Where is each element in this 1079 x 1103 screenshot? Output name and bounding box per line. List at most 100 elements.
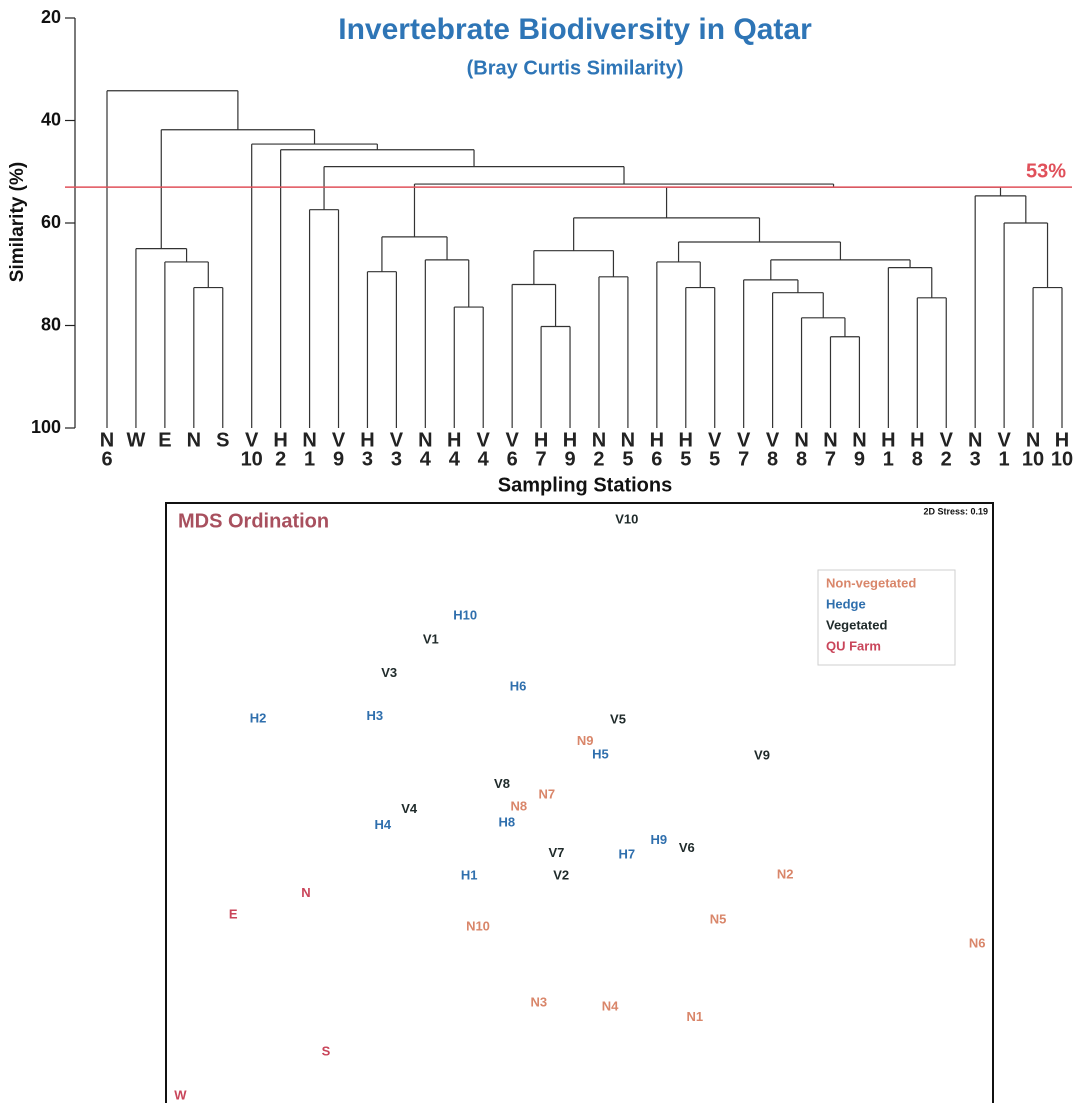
x-tick-label: W xyxy=(126,429,145,451)
plot-frame xyxy=(165,502,994,1103)
point-label: N6 xyxy=(969,935,986,950)
x-tick-label: 8 xyxy=(767,448,778,470)
point-label: H1 xyxy=(461,867,478,882)
x-tick-label: 5 xyxy=(709,448,720,470)
point-label: V10 xyxy=(615,511,638,526)
y-tick-label: 100 xyxy=(31,417,61,437)
point-label: V2 xyxy=(553,867,569,882)
legend-entry: Vegetated xyxy=(826,617,887,632)
x-tick-label: V xyxy=(245,429,259,451)
x-tick-label: 7 xyxy=(536,448,547,470)
x-tick-label: 3 xyxy=(970,448,981,470)
x-tick-label: 10 xyxy=(1051,448,1073,470)
y-tick-label: 40 xyxy=(41,109,61,129)
x-tick-label: 9 xyxy=(333,448,344,470)
x-tick-label: 6 xyxy=(651,448,662,470)
point-label: V8 xyxy=(494,776,510,791)
x-tick-label: 1 xyxy=(883,448,894,470)
x-tick-label: H xyxy=(534,429,548,451)
x-tick-label: 9 xyxy=(564,448,575,470)
point-label: N1 xyxy=(686,1009,703,1024)
x-tick-label: H xyxy=(563,429,577,451)
legend-entry: Hedge xyxy=(826,596,866,611)
x-tick-label: N xyxy=(968,429,982,451)
x-tick-label: V xyxy=(390,429,404,451)
x-tick-label: 7 xyxy=(825,448,836,470)
x-tick-label: 4 xyxy=(478,448,490,470)
x-tick-label: N xyxy=(100,429,114,451)
legend-entry: QU Farm xyxy=(826,638,881,653)
x-tick-label: 3 xyxy=(362,448,373,470)
point-label: N2 xyxy=(777,867,794,882)
point-label: H9 xyxy=(650,832,667,847)
x-tick-label: 10 xyxy=(1022,448,1044,470)
x-tick-label: S xyxy=(216,429,229,451)
point-label: N8 xyxy=(510,799,527,814)
y-tick-label: 20 xyxy=(41,7,61,27)
point-label: H7 xyxy=(618,847,635,862)
point-label: S xyxy=(322,1043,331,1058)
point-label: H4 xyxy=(374,817,391,832)
point-label: H8 xyxy=(498,815,515,830)
x-tick-label: N xyxy=(852,429,866,451)
x-tick-label: 7 xyxy=(738,448,749,470)
point-label: V4 xyxy=(401,801,418,816)
x-tick-label: 3 xyxy=(391,448,402,470)
x-tick-label: H xyxy=(1055,429,1069,451)
x-tick-label: H xyxy=(360,429,374,451)
point-label: W xyxy=(174,1087,187,1102)
point-label: N9 xyxy=(577,733,594,748)
x-axis-label: Sampling Stations xyxy=(498,474,672,496)
x-tick-label: H xyxy=(273,429,287,451)
x-tick-label: H xyxy=(650,429,664,451)
x-tick-label: V xyxy=(997,429,1011,451)
legend-box xyxy=(817,569,956,666)
x-tick-label: V xyxy=(940,429,954,451)
y-tick-label: 60 xyxy=(41,212,61,232)
x-tick-label: 8 xyxy=(796,448,807,470)
x-tick-label: N xyxy=(823,429,837,451)
x-tick-label: N xyxy=(1026,429,1040,451)
point-label: H3 xyxy=(366,708,383,723)
point-label: V5 xyxy=(610,711,626,726)
x-tick-label: N xyxy=(621,429,635,451)
x-tick-label: V xyxy=(708,429,722,451)
point-label: N7 xyxy=(538,787,555,802)
cut-label: 53% xyxy=(1026,160,1066,182)
point-label: N xyxy=(301,885,310,900)
chart-title: Invertebrate Biodiversity in Qatar xyxy=(338,13,812,46)
x-tick-label: H xyxy=(679,429,693,451)
x-tick-label: 5 xyxy=(622,448,633,470)
point-label: V3 xyxy=(381,665,397,680)
y-axis-label: Similarity (%) xyxy=(7,162,28,282)
point-label: H10 xyxy=(453,607,477,622)
x-tick-label: 6 xyxy=(101,448,112,470)
point-label: N10 xyxy=(466,919,490,934)
x-tick-label: 4 xyxy=(449,448,461,470)
x-tick-label: V xyxy=(477,429,491,451)
x-tick-label: V xyxy=(505,429,519,451)
y-tick-label: 80 xyxy=(41,314,61,334)
x-tick-label: H xyxy=(447,429,461,451)
point-label: N3 xyxy=(530,995,547,1010)
x-tick-label: 2 xyxy=(593,448,604,470)
chart-title: MDS Ordination xyxy=(178,510,329,532)
x-tick-label: 10 xyxy=(241,448,263,470)
x-tick-label: 8 xyxy=(912,448,923,470)
x-tick-label: N xyxy=(187,429,201,451)
point-label: V9 xyxy=(754,747,770,762)
x-tick-label: 2 xyxy=(275,448,286,470)
point-label: V1 xyxy=(423,631,439,646)
stress-annotation: 2D Stress: 0.19 xyxy=(923,506,988,516)
x-tick-label: N xyxy=(302,429,316,451)
point-label: H6 xyxy=(510,679,527,694)
x-tick-label: 1 xyxy=(304,448,315,470)
x-tick-label: 5 xyxy=(680,448,691,470)
point-label: N4 xyxy=(602,999,619,1014)
x-tick-label: N xyxy=(418,429,432,451)
legend-entry: Non-vegetated xyxy=(826,575,916,590)
point-label: V7 xyxy=(548,845,564,860)
x-tick-label: 9 xyxy=(854,448,865,470)
x-tick-label: 4 xyxy=(420,448,432,470)
